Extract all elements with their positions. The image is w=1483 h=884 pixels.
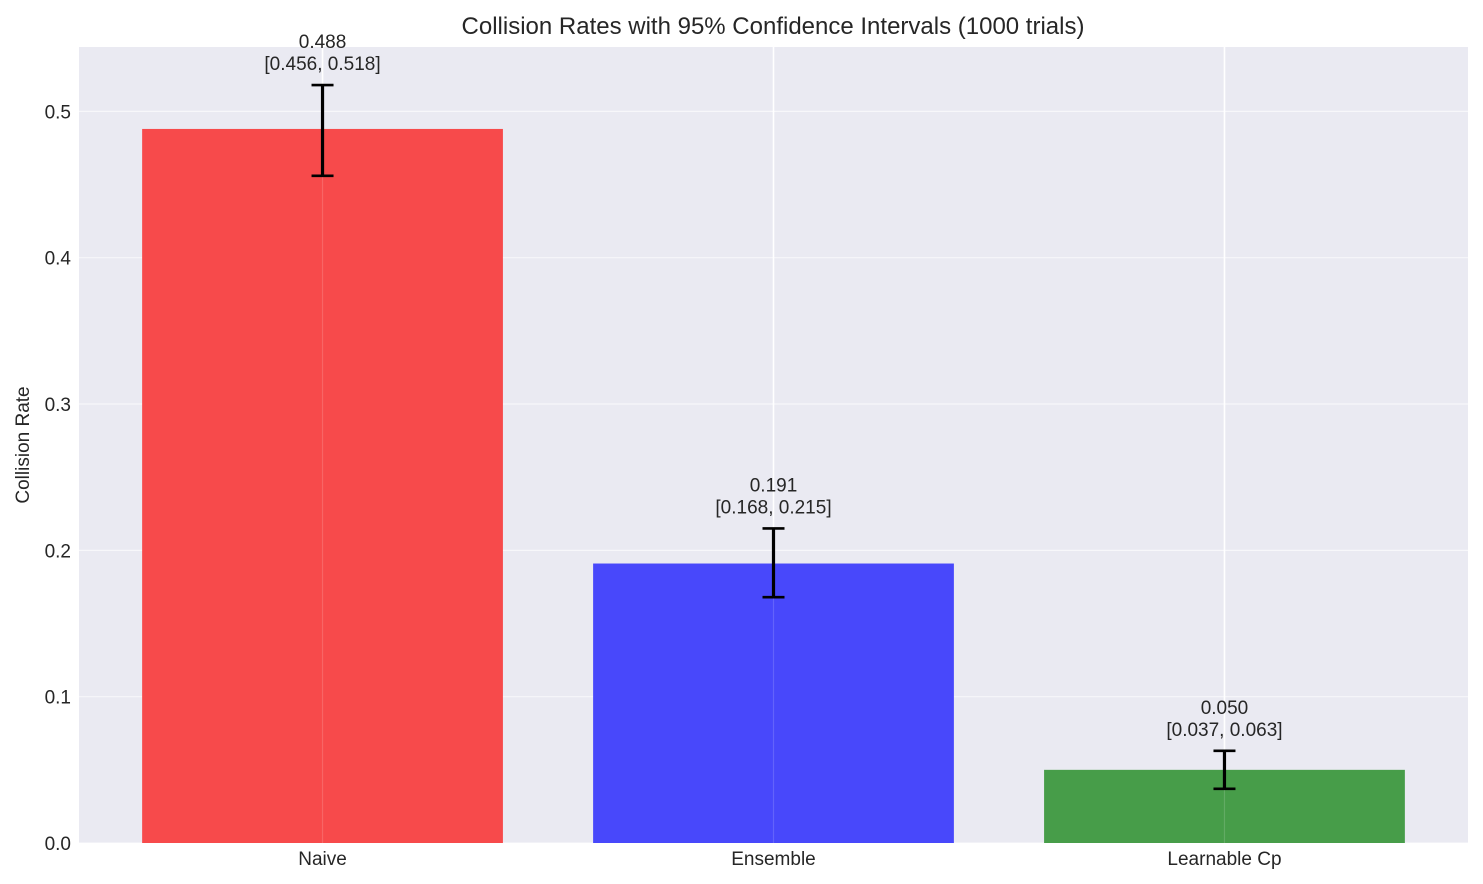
error-bar (1213, 749, 1236, 791)
ci-label: [0.456, 0.518] (264, 54, 380, 75)
error-bar (311, 83, 334, 178)
value-label: 0.488 (299, 32, 347, 53)
data-labels: 0.488[0.456, 0.518] 0.191[0.168, 0.215] 0.… (264, 32, 1282, 741)
ci-label: [0.168, 0.215] (715, 497, 831, 518)
x-axis-ticks: Naive Ensemble Learnable Cp (298, 849, 1281, 870)
y-tick-label: 0.5 (45, 102, 71, 123)
x-tick-label: Ensemble (731, 849, 816, 870)
bars (142, 128, 1405, 844)
y-tick-label: 0.4 (45, 249, 72, 270)
y-tick-label: 0.2 (45, 541, 71, 562)
y-axis-ticks: 0.0 0.1 0.2 0.3 0.4 0.5 (45, 102, 72, 855)
y-tick-label: 0.1 (45, 688, 71, 709)
x-tick-label: Learnable Cp (1167, 849, 1281, 870)
chart-title: Collision Rates with 95% Confidence Inte… (462, 13, 1085, 40)
x-tick-label: Naive (298, 849, 347, 870)
bar-ensemble (593, 563, 954, 843)
y-tick-label: 0.3 (45, 395, 71, 416)
error-bars (311, 83, 1236, 791)
error-bar (762, 527, 785, 599)
ci-label: [0.037, 0.063] (1166, 720, 1282, 741)
value-label: 0.191 (750, 475, 798, 496)
y-tick-label: 0.0 (45, 834, 71, 855)
bar-naive (142, 128, 503, 844)
value-label: 0.050 (1201, 698, 1249, 719)
y-axis-label: Collision Rate (13, 386, 34, 503)
